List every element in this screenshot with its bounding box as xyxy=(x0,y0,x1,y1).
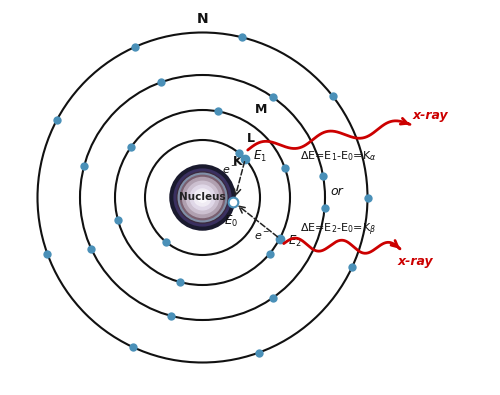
Text: $e^-$: $e^-$ xyxy=(222,165,238,176)
Text: x-ray: x-ray xyxy=(398,255,433,268)
Text: x-ray: x-ray xyxy=(412,109,448,122)
Text: $\Delta$E=E$_2$-E$_0$=K$_\beta$: $\Delta$E=E$_2$-E$_0$=K$_\beta$ xyxy=(300,222,376,238)
Text: $E_2$: $E_2$ xyxy=(288,233,302,248)
Text: M: M xyxy=(255,103,268,116)
Circle shape xyxy=(182,177,222,218)
Circle shape xyxy=(198,193,207,202)
Text: Nucleus: Nucleus xyxy=(179,192,226,203)
Circle shape xyxy=(186,181,218,214)
Circle shape xyxy=(178,174,226,221)
Text: N: N xyxy=(196,12,208,26)
Text: $\Delta$E=E$_1$-E$_0$=K$_\alpha$: $\Delta$E=E$_1$-E$_0$=K$_\alpha$ xyxy=(300,150,376,164)
Text: $E_0$: $E_0$ xyxy=(224,214,238,229)
Text: K: K xyxy=(234,155,243,168)
Text: $E_1$: $E_1$ xyxy=(253,149,267,164)
Text: $e^-$: $e^-$ xyxy=(254,231,270,242)
Circle shape xyxy=(194,189,211,206)
Text: or: or xyxy=(330,185,343,198)
Circle shape xyxy=(171,166,234,229)
Circle shape xyxy=(190,185,215,210)
Circle shape xyxy=(175,170,230,225)
Text: L: L xyxy=(246,132,254,145)
